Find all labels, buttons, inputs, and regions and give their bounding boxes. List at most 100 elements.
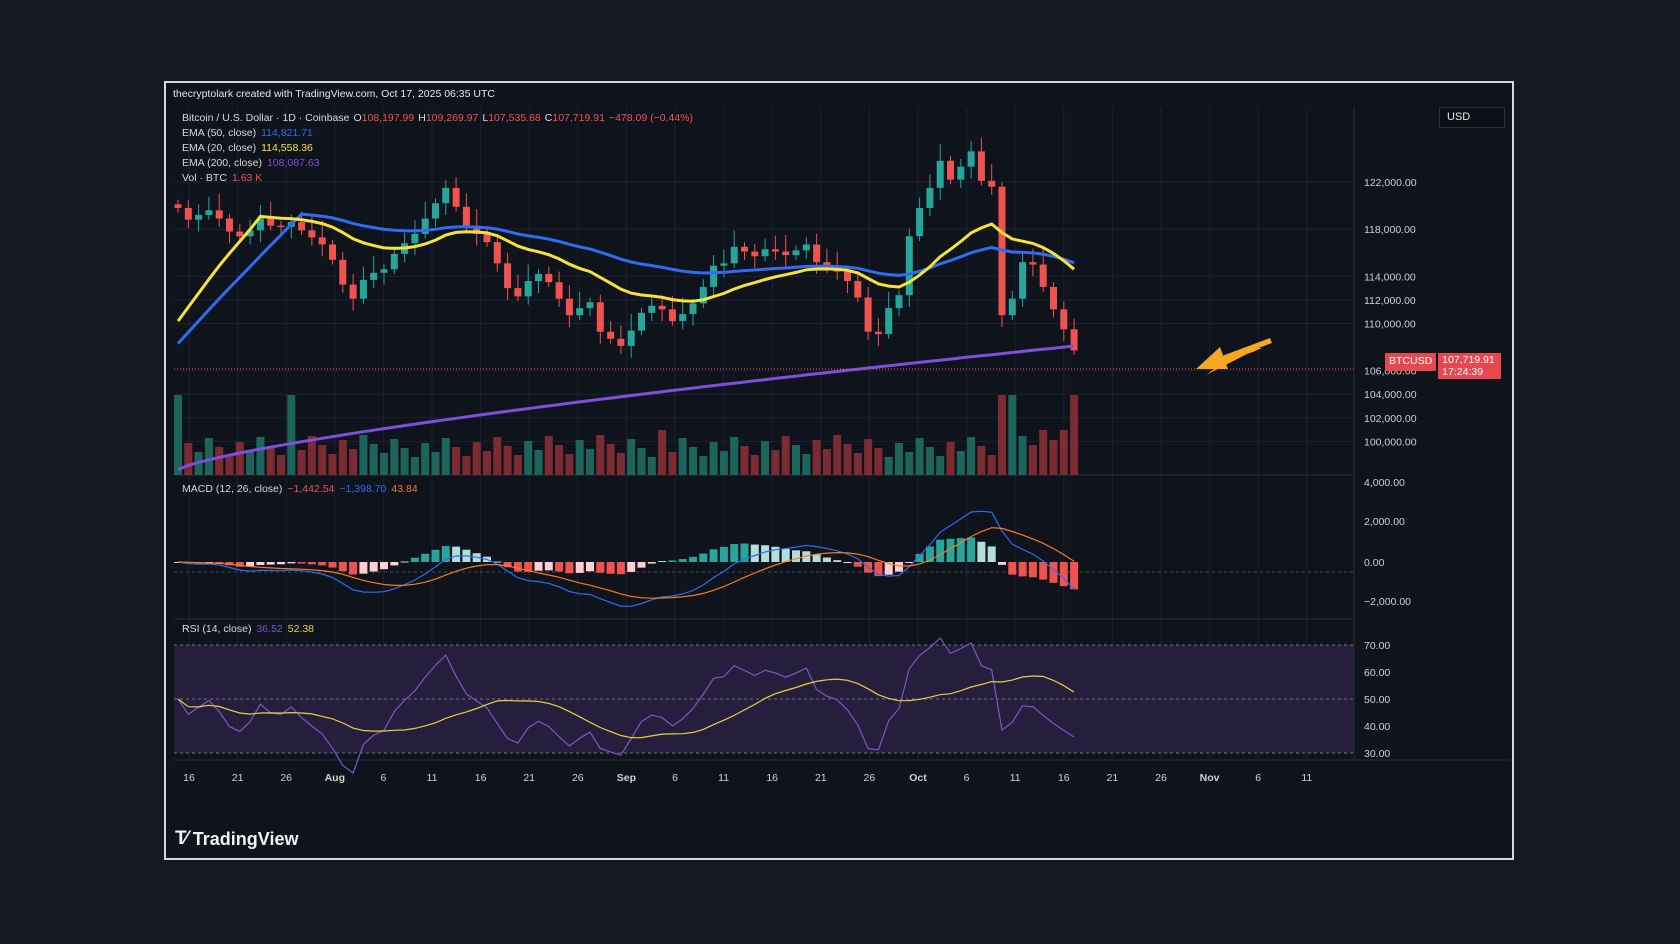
candle-body — [988, 180, 996, 187]
rsi-tick-label: 30.00 — [1364, 748, 1390, 760]
date-tick-label: 6 — [380, 772, 386, 784]
volume-bar — [668, 452, 677, 475]
candle-body — [885, 308, 893, 335]
legend-vol-value: 1.63 K — [232, 172, 262, 184]
currency-selector[interactable]: USD — [1439, 107, 1505, 128]
volume-bar — [936, 456, 945, 475]
volume-bar — [771, 450, 780, 475]
y-axis-ticks: 122,000.00 118,000.00 114,000.00 112,000.00… — [1364, 177, 1417, 760]
candle-body — [473, 225, 481, 234]
macd-tick-label: 4,000.00 — [1364, 477, 1405, 489]
volume-bar — [905, 452, 914, 475]
volume-bar — [977, 446, 986, 475]
macd-bar — [905, 562, 914, 563]
candle-body — [195, 215, 203, 220]
candle-body — [916, 207, 924, 237]
candle-body — [730, 246, 738, 264]
macd-bar — [328, 562, 337, 568]
price-tag-value: 107,719.91 17:24:39 — [1438, 353, 1502, 379]
price-tick-label: 112,000.00 — [1364, 295, 1416, 307]
volume-bar — [730, 437, 739, 475]
candle-body — [802, 244, 810, 251]
volume-bar — [874, 448, 883, 475]
volume-bar — [802, 454, 811, 475]
candle-body — [298, 222, 306, 231]
candle-body — [339, 259, 347, 285]
volume-bar — [215, 447, 224, 475]
candle-body — [256, 218, 264, 231]
chart-svg[interactable]: Bitcoin / U.S. Dollar · 1D · Coinbase O10… — [174, 107, 1510, 817]
macd-bar — [740, 543, 749, 562]
candle-body — [329, 244, 336, 260]
candle-body — [277, 225, 285, 228]
macd-bar — [833, 560, 842, 562]
rsi-tick-label: 60.00 — [1364, 667, 1390, 679]
candle-body — [699, 286, 707, 304]
candle-body — [658, 305, 666, 310]
volume-bar — [380, 453, 388, 475]
volume-bar — [328, 454, 337, 475]
volume-bar — [627, 439, 636, 475]
macd-bar — [246, 562, 255, 567]
price-tick-label: 104,000.00 — [1364, 389, 1417, 401]
macd-bar — [987, 546, 996, 562]
candle-body — [895, 295, 903, 309]
candle-body — [864, 297, 872, 332]
macd-bar — [627, 562, 636, 572]
macd-bar — [709, 549, 718, 562]
arrow-annotation — [1196, 338, 1272, 375]
legend-c-value: 107,719.91 — [552, 112, 605, 124]
macd-bar — [524, 562, 533, 572]
candle-body — [246, 230, 254, 237]
volume-bar — [1039, 430, 1048, 475]
candle-body — [576, 308, 584, 316]
date-tick-label: 21 — [815, 772, 827, 784]
rsi-legend-v1: 36.52 — [256, 623, 282, 635]
volume-bar — [740, 446, 749, 475]
volume-bar — [184, 443, 193, 475]
candle-body — [720, 263, 728, 266]
price-tick-label: 110,000.00 — [1364, 318, 1416, 330]
volume-bar — [1028, 445, 1037, 475]
macd-bar — [781, 548, 790, 562]
volume-bar — [441, 438, 450, 475]
candle-body — [514, 288, 522, 297]
price-tick-label: 114,000.00 — [1364, 271, 1416, 283]
macd-bar — [761, 545, 770, 562]
volume-bar — [895, 443, 903, 475]
tradingview-logo[interactable]: T⁄ TradingView — [175, 828, 298, 850]
volume-bar — [483, 451, 491, 475]
legend-c-label: C — [545, 112, 553, 124]
volume-bar — [1070, 395, 1079, 475]
macd-bar — [884, 562, 893, 575]
legend-change: −478.09 (−0.44%) — [609, 112, 693, 124]
candle-body — [205, 210, 213, 216]
volume-bar — [946, 442, 955, 475]
candle-body — [524, 281, 532, 297]
macd-bar — [400, 561, 409, 563]
candle-body — [926, 187, 934, 208]
svg-text:Bitcoin / U.S. Dollar · 1D · C: Bitcoin / U.S. Dollar · 1D · Coinbase O10… — [182, 112, 693, 124]
volume-bar — [287, 395, 296, 475]
volume-bar — [318, 445, 327, 475]
date-tick-label: 11 — [1010, 772, 1021, 784]
macd-bar — [441, 546, 450, 562]
rsi-tick-label: 70.00 — [1364, 640, 1390, 652]
macd-bar — [998, 562, 1006, 565]
volume-bar — [349, 449, 358, 475]
candle-body — [596, 302, 604, 332]
macd-bar — [606, 562, 615, 574]
macd-bar — [421, 553, 430, 562]
candle-body — [442, 187, 450, 204]
volume-bar — [637, 448, 646, 475]
macd-bar — [822, 557, 831, 562]
macd-histogram — [174, 537, 1079, 590]
candle-body — [1070, 329, 1078, 351]
volume-bar — [956, 451, 965, 475]
macd-bar — [534, 562, 543, 571]
date-tick-label: 26 — [572, 772, 584, 784]
signal-line — [177, 527, 1075, 599]
price-tag: BTCUSD 107,719.91 17:24:39 — [1385, 353, 1502, 379]
